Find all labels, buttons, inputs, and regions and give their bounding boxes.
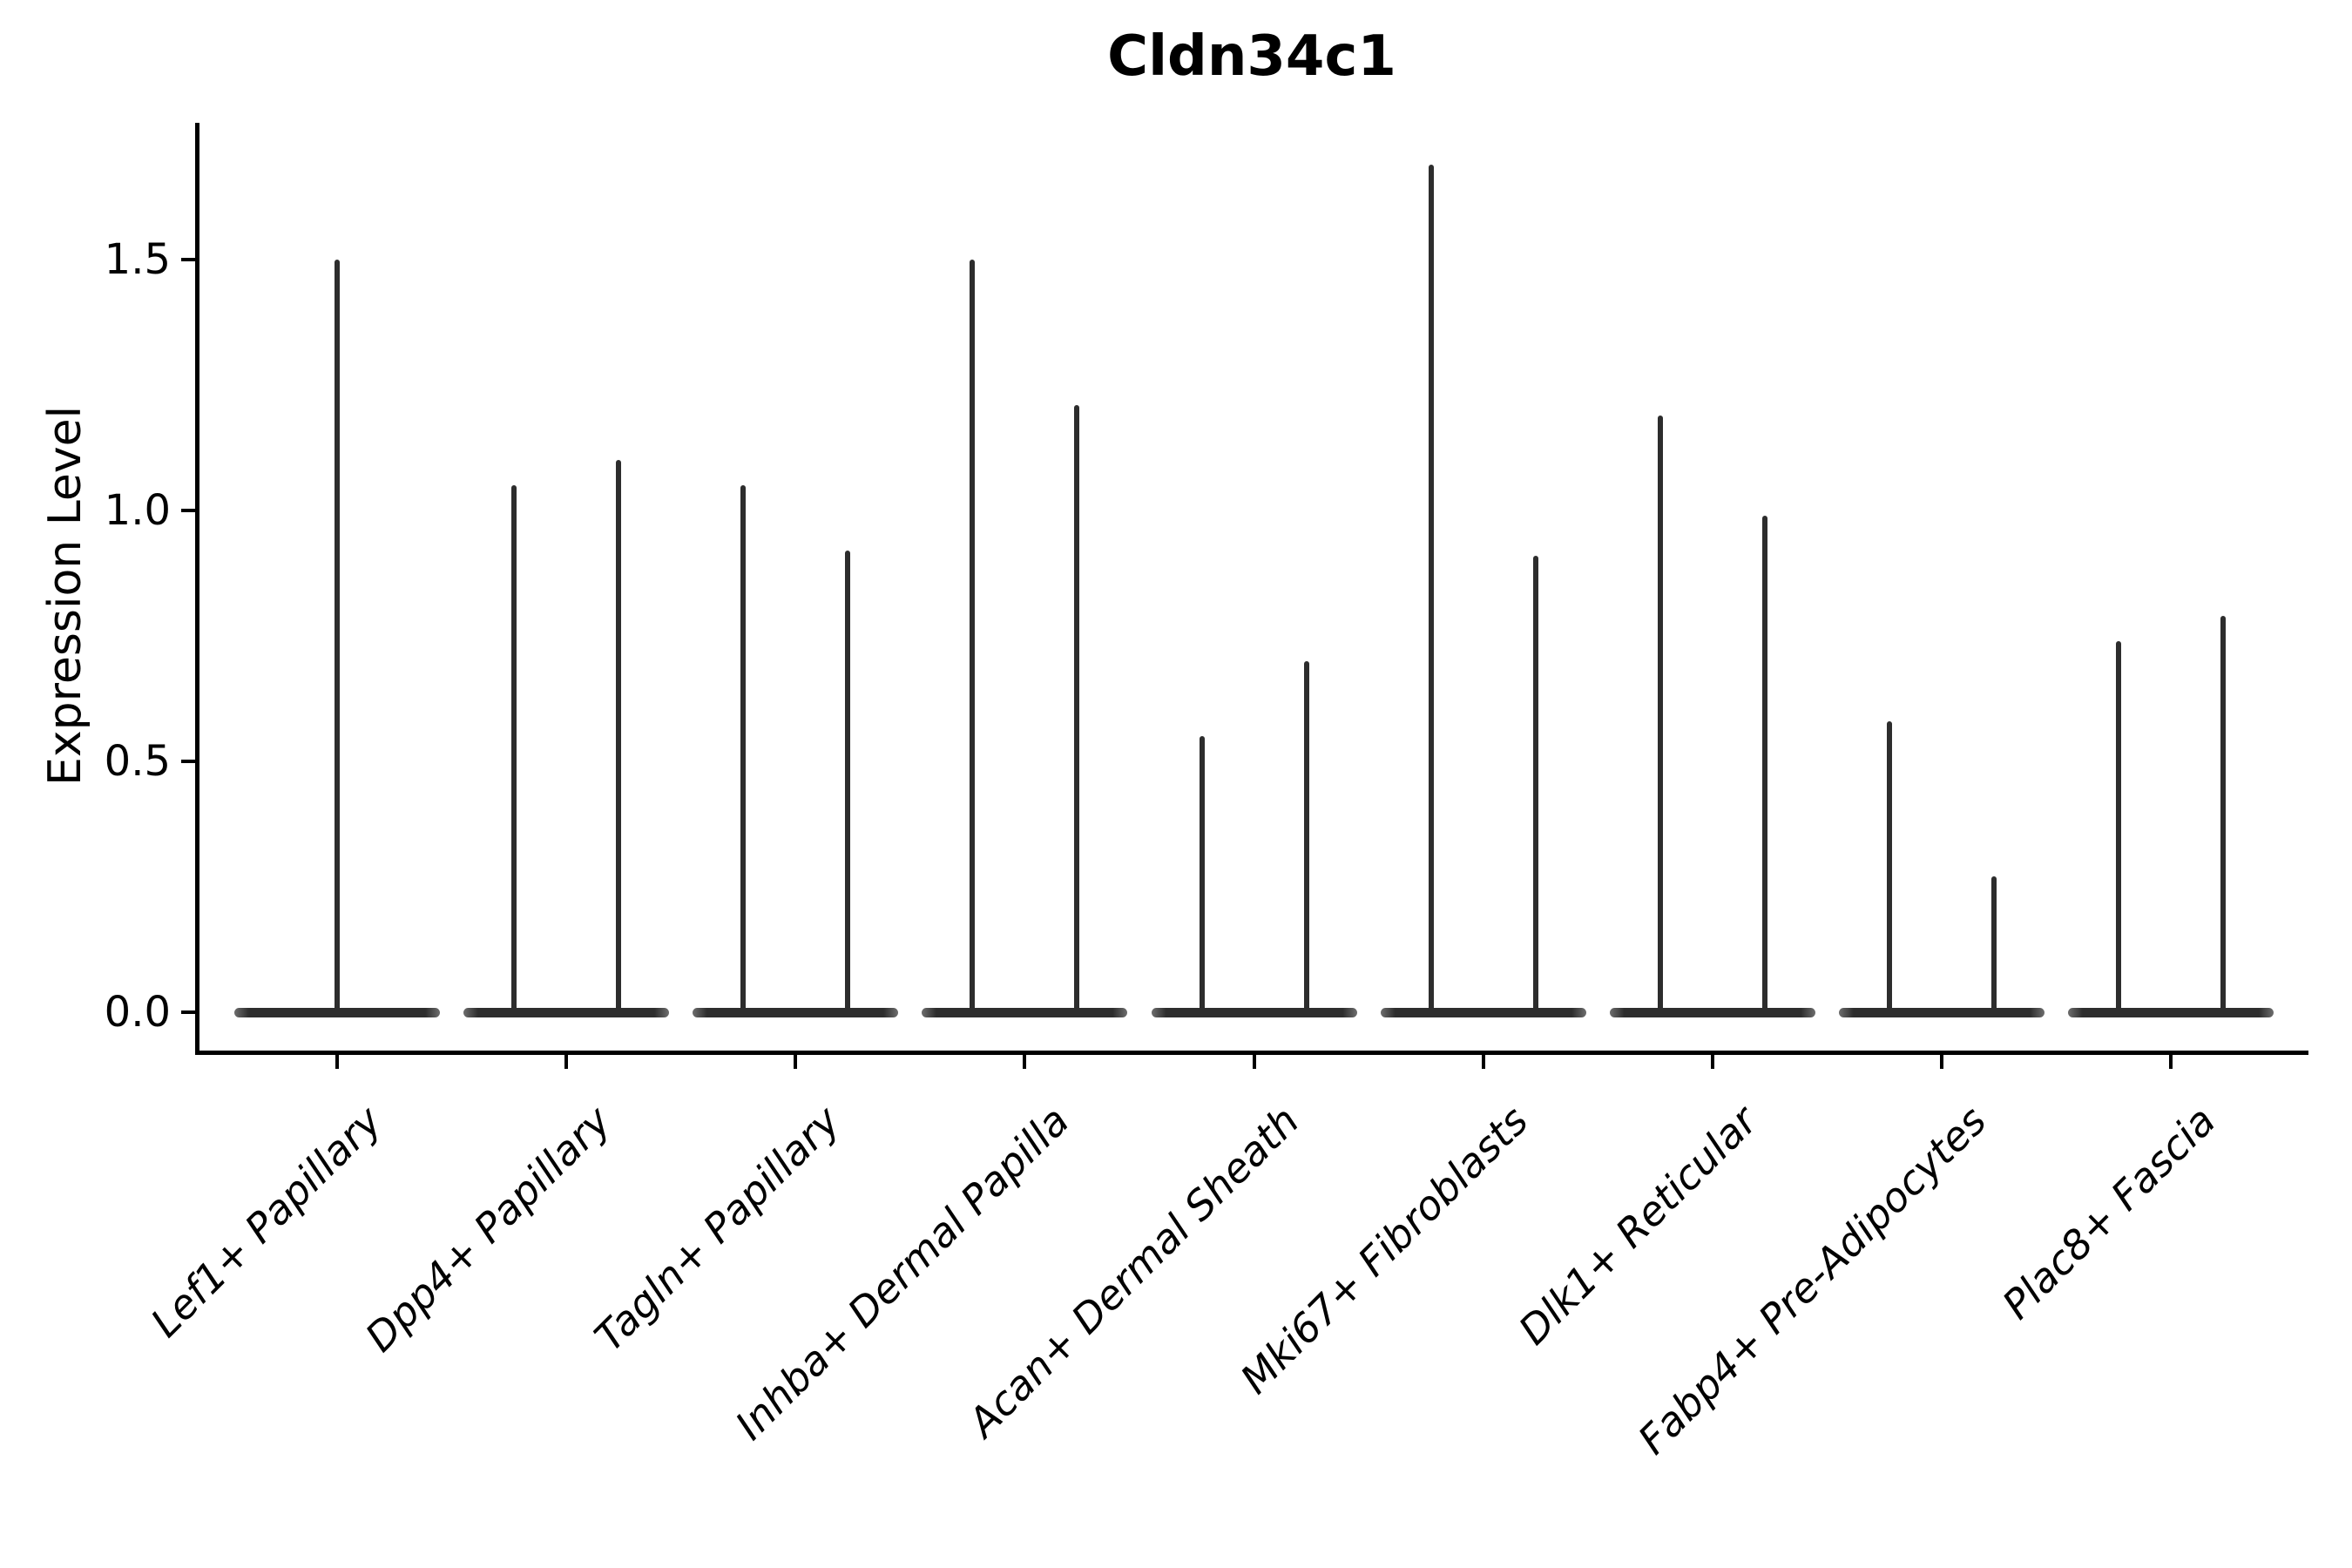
- violin-spike: [1533, 555, 1538, 1017]
- x-tick-label: Lef1+ Papillary: [141, 1097, 391, 1347]
- x-tick-mark: [794, 1055, 797, 1069]
- violin-base: [463, 1008, 669, 1017]
- y-tick-mark: [181, 509, 195, 512]
- violin-spike: [1991, 876, 1997, 1017]
- y-tick-mark: [181, 258, 195, 261]
- x-axis-spine: [195, 1051, 2308, 1055]
- violin-base: [693, 1008, 898, 1017]
- violin-spike: [335, 260, 340, 1017]
- y-tick-mark: [181, 1010, 195, 1014]
- violin-spike: [845, 551, 850, 1017]
- violin-spike: [616, 460, 621, 1017]
- y-axis-label: Expression Level: [39, 405, 91, 787]
- y-tick-label: 0.0: [104, 988, 171, 1037]
- x-tick-mark: [335, 1055, 339, 1069]
- x-tick-mark: [1940, 1055, 1943, 1069]
- violin-spike: [511, 485, 517, 1017]
- violin-spike: [1304, 660, 1309, 1017]
- y-tick-mark: [181, 760, 195, 763]
- x-tick-mark: [564, 1055, 568, 1069]
- violin-spike: [1762, 515, 1767, 1017]
- x-tick-mark: [1253, 1055, 1256, 1069]
- violin-spike: [2116, 640, 2121, 1017]
- violin-spike: [1074, 405, 1079, 1017]
- violin-spike: [1658, 415, 1663, 1017]
- violin-base: [1610, 1008, 1815, 1017]
- violin-base: [1839, 1008, 2044, 1017]
- x-tick-label: Dpp4+ Papillary: [355, 1097, 620, 1361]
- violin-base: [922, 1008, 1127, 1017]
- x-tick-mark: [1023, 1055, 1026, 1069]
- x-tick-mark: [1711, 1055, 1714, 1069]
- y-axis-spine: [195, 123, 199, 1055]
- x-tick-mark: [1482, 1055, 1485, 1069]
- violin-spike: [740, 485, 746, 1017]
- violin-spike: [1429, 164, 1434, 1017]
- violin-base: [1152, 1008, 1357, 1017]
- violin-base: [2068, 1008, 2274, 1017]
- violin-spike: [1200, 736, 1205, 1017]
- y-tick-label: 0.5: [104, 737, 171, 786]
- x-tick-label: Dlk1+ Reticular: [1509, 1097, 1767, 1354]
- x-tick-mark: [2169, 1055, 2173, 1069]
- violin-base: [1381, 1008, 1586, 1017]
- violin-spike: [1887, 720, 1892, 1017]
- y-tick-label: 1.5: [104, 235, 171, 284]
- violin-spike: [970, 260, 975, 1017]
- violin-spike: [2220, 615, 2226, 1017]
- chart-title: Cldn34c1: [1107, 24, 1396, 89]
- y-tick-label: 1.0: [104, 486, 171, 535]
- x-tick-label: Tagln+ Papillary: [585, 1097, 849, 1361]
- x-tick-label: Plac8+ Fascia: [1993, 1097, 2225, 1328]
